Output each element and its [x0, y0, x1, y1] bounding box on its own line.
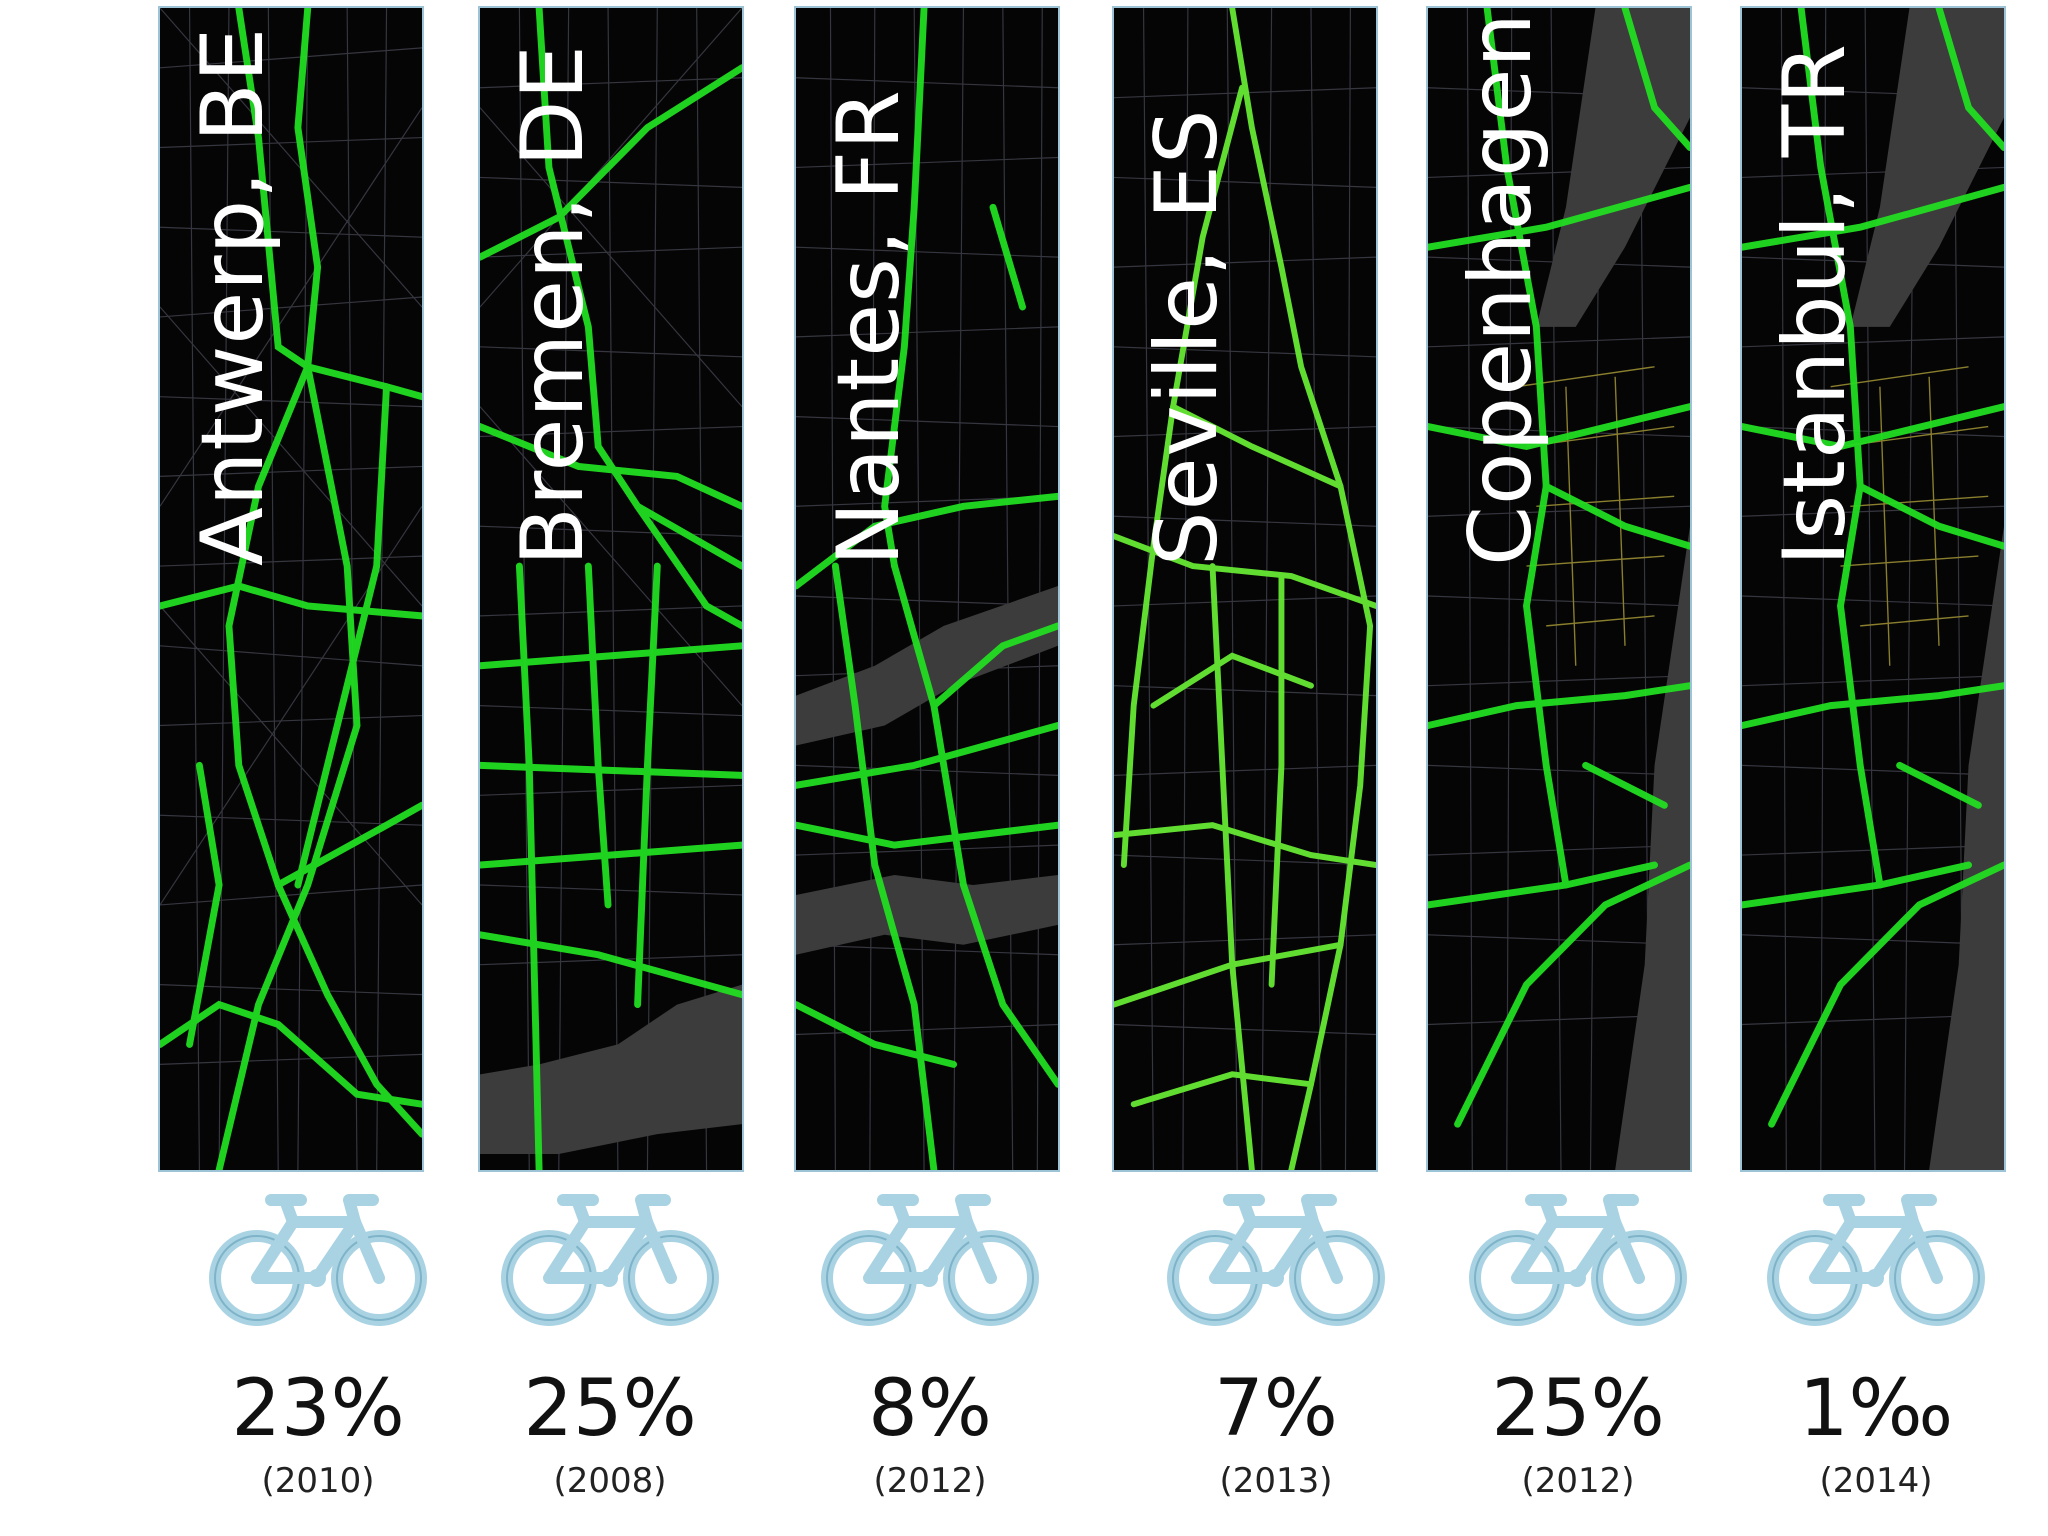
survey-year: (2012) [873, 1461, 987, 1501]
city-stats-copenhagen: 25% (2012) [1428, 1190, 1728, 1530]
bike-mode-share: 23% [231, 1364, 405, 1454]
bike-mode-share: 25% [523, 1364, 697, 1454]
survey-year: (2014) [1819, 1461, 1933, 1501]
bicycle-icon [1763, 1190, 1989, 1326]
city-stats-nantes: 8% (2012) [780, 1190, 1080, 1530]
bike-mode-share: 7% [1214, 1364, 1338, 1454]
city-stats-antwerp: 23% (2010) [168, 1190, 468, 1530]
bike-network-map-nantes [796, 8, 1058, 1170]
survey-year: (2010) [261, 1461, 375, 1501]
city-name-label: Seville, ES [1137, 108, 1237, 566]
city-name-label: Nantes, FR [819, 89, 919, 566]
bike-network-map-antwerp [160, 8, 422, 1170]
bike-network-map-bremen [480, 8, 742, 1170]
survey-year: (2008) [553, 1461, 667, 1501]
city-map-panel-seville: Seville, ES [1112, 6, 1378, 1172]
bicycle-icon [1163, 1190, 1389, 1326]
city-name-label: Bremen, DE [503, 44, 603, 566]
bicycle-icon [205, 1190, 431, 1326]
bike-network-map-istanbul [1742, 8, 2004, 1170]
city-name-label: Antwerp, BE [183, 26, 283, 566]
bicycle-icon [497, 1190, 723, 1326]
city-map-panel-nantes: Nantes, FR [794, 6, 1060, 1172]
bike-network-map-copenhagen [1428, 8, 1690, 1170]
city-stats-seville: 7% (2013) [1126, 1190, 1426, 1530]
city-map-panel-antwerp: Antwerp, BE [158, 6, 424, 1172]
bicycle-icon [1465, 1190, 1691, 1326]
survey-year: (2012) [1521, 1461, 1635, 1501]
city-map-panel-copenhagen: Copenhagen, DK [1426, 6, 1692, 1172]
bike-mode-share: 25% [1491, 1364, 1665, 1454]
bike-mode-share: 1‰ [1798, 1364, 1954, 1454]
city-map-panel-istanbul: Istanbul, TR [1740, 6, 2006, 1172]
city-stats-istanbul: 1‰ (2014) [1726, 1190, 2026, 1530]
bicycle-icon [817, 1190, 1043, 1326]
city-name-label: Copenhagen, DK [1451, 6, 1551, 566]
city-name-label: Istanbul, TR [1765, 42, 1865, 566]
survey-year: (2013) [1219, 1461, 1333, 1501]
city-map-panel-bremen: Bremen, DE [478, 6, 744, 1172]
bike-network-map-seville [1114, 8, 1376, 1170]
city-stats-bremen: 25% (2008) [460, 1190, 760, 1530]
bike-mode-share: 8% [868, 1364, 992, 1454]
